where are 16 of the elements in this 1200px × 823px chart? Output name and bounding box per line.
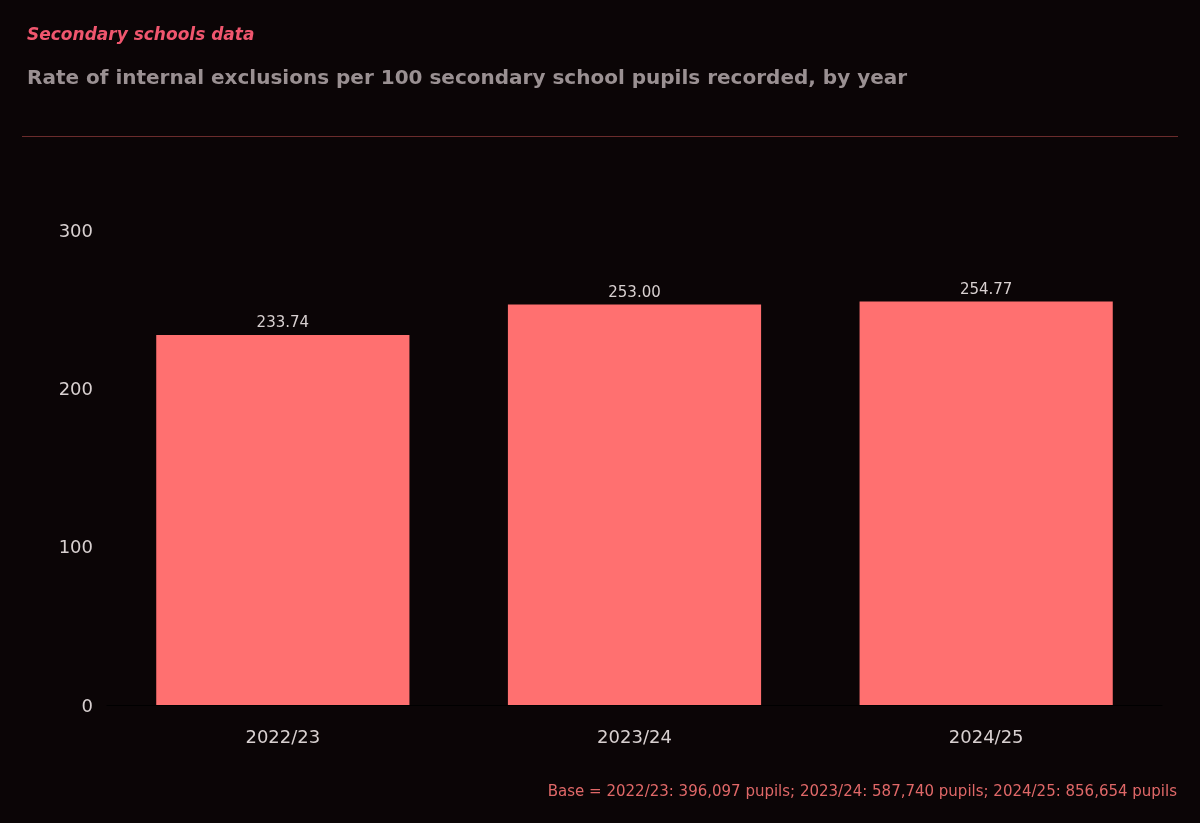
chart-title: Rate of internal exclusions per 100 secondary school pupils recorded, by year [27, 65, 908, 89]
bar [156, 334, 410, 705]
chart-subtitle: Secondary schools data [27, 23, 255, 44]
bar [859, 301, 1113, 705]
x-tick-label: 2023/24 [597, 725, 672, 747]
bar [507, 304, 762, 705]
x-tick-label: 2024/25 [948, 725, 1024, 747]
data-label: 254.77 [959, 280, 1013, 299]
y-tick-label: 300 [58, 219, 93, 241]
x-tick-label: 2022/23 [245, 725, 321, 747]
data-label: 253.00 [608, 282, 661, 301]
y-tick-label: 100 [58, 536, 93, 558]
text: Base = 2022/23: 396,097 pupils; 2023/24: 587,740 pupils; 2024/25: 856,654 pupils [547, 781, 1178, 800]
y-tick-label: 200 [58, 377, 93, 399]
y-tick-label: 0 [81, 694, 93, 716]
data-label: 233.74 [256, 313, 310, 332]
